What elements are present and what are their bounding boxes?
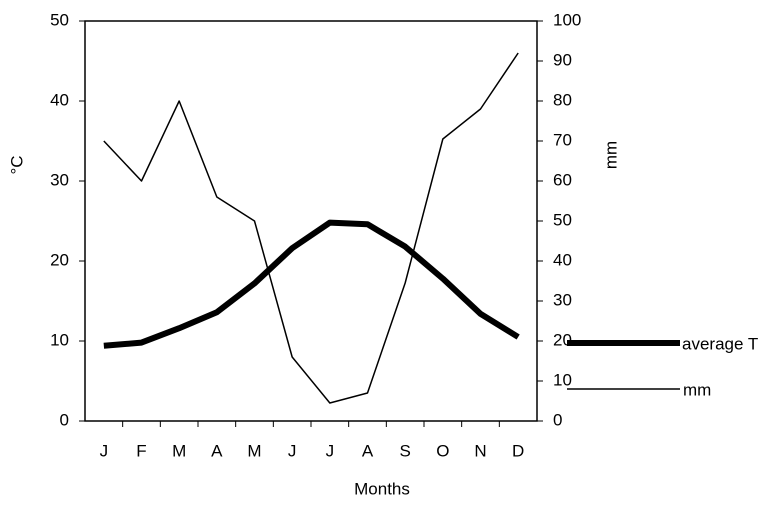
y-tick-label: 30 bbox=[50, 170, 69, 189]
x-tick-label: J bbox=[288, 441, 297, 460]
y-tick-label: 0 bbox=[60, 410, 69, 429]
y2-tick-label: 20 bbox=[553, 330, 572, 349]
y2-tick-label: 100 bbox=[553, 10, 581, 29]
x-tick-label: J bbox=[100, 441, 109, 460]
y-tick-label: 50 bbox=[50, 10, 69, 29]
series-line bbox=[103, 219, 520, 349]
y2-axis-title: mm bbox=[601, 141, 620, 169]
legend-label: average T bbox=[682, 334, 758, 353]
y-tick-label: 40 bbox=[50, 90, 69, 109]
y2-tick-label: 30 bbox=[553, 290, 572, 309]
y-axis-title: °C bbox=[7, 155, 26, 174]
x-tick-label: M bbox=[247, 441, 261, 460]
x-tick-label: M bbox=[172, 441, 186, 460]
x-axis-title: Months bbox=[354, 479, 410, 498]
x-tick-label: D bbox=[512, 441, 524, 460]
y2-tick-label: 10 bbox=[553, 370, 572, 389]
y2-tick-label: 90 bbox=[553, 50, 572, 69]
y2-tick-label: 70 bbox=[553, 130, 572, 149]
legend-label: mm bbox=[683, 380, 711, 399]
x-tick-label: A bbox=[362, 441, 374, 460]
y2-tick-label: 0 bbox=[553, 410, 562, 429]
x-tick-label: O bbox=[436, 441, 449, 460]
x-tick-label: F bbox=[136, 441, 146, 460]
y-tick-label: 20 bbox=[50, 250, 69, 269]
x-tick-label: S bbox=[399, 441, 410, 460]
y-tick-label: 10 bbox=[50, 330, 69, 349]
x-tick-label: J bbox=[326, 441, 335, 460]
y2-tick-label: 40 bbox=[553, 250, 572, 269]
y2-tick-label: 80 bbox=[553, 90, 572, 109]
y2-tick-label: 60 bbox=[553, 170, 572, 189]
plot-frame bbox=[84, 20, 538, 422]
series-line bbox=[103, 52, 519, 404]
x-tick-label: N bbox=[474, 441, 486, 460]
x-tick-label: A bbox=[211, 441, 223, 460]
y2-tick-label: 50 bbox=[553, 210, 572, 229]
